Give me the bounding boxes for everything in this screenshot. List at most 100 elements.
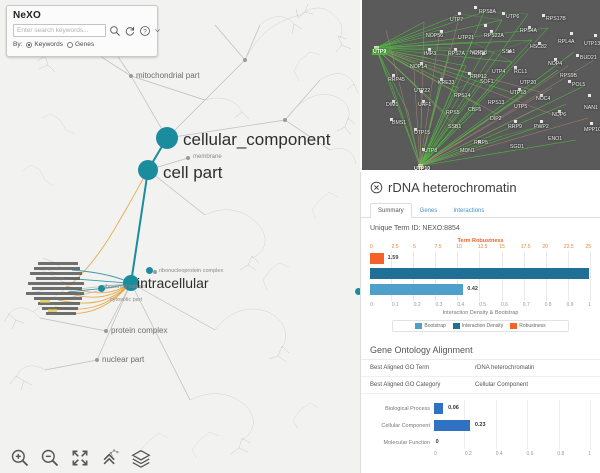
ontology-node[interactable] [129,74,133,78]
gene-node[interactable] [558,110,561,113]
gene-node[interactable] [482,52,485,55]
go-bar-biological-process[interactable] [434,403,444,414]
search-panel[interactable]: NeXO ? By: Keywords [6,5,161,57]
ontology-node[interactable] [95,358,99,362]
search-input[interactable] [13,24,106,37]
layers-icon[interactable] [130,447,152,469]
go-bar-cellular-component[interactable] [434,420,471,431]
panel-tabs: Summary Genes Interactions [361,202,600,218]
tab-genes[interactable]: Genes [419,208,438,214]
gene-node[interactable] [468,72,471,75]
ontology-node[interactable] [243,58,247,62]
chart-title-term-robustness: Term Robustness [457,238,504,244]
bar-bootstrap[interactable] [370,284,463,295]
gene-node[interactable] [502,12,505,15]
ontology-node-minor[interactable] [146,267,153,274]
ontology-node-intracellular[interactable] [123,275,139,291]
tick: 0.1 [391,302,399,308]
gene-node[interactable] [422,148,425,151]
gene-node[interactable] [576,54,579,57]
chart-legend: Bootstrap Interaction Density Robustness [392,320,569,332]
gene-node[interactable] [514,66,517,69]
gene-node[interactable] [390,118,393,121]
gene-node[interactable] [420,62,423,65]
row-best-aligned-go-term: Best Aligned GO Term rDNA heterochromati… [361,360,600,377]
gene-node-hub[interactable] [418,164,423,169]
ontology-node[interactable] [283,118,287,122]
go-row-molecular-function: Molecular Function 0 [370,434,591,451]
close-circle-icon[interactable] [370,181,383,194]
gene-node[interactable] [484,24,487,27]
bar-interaction-density[interactable] [370,268,589,279]
legend-swatch-robustness [510,323,518,329]
tick: 0 [434,451,437,457]
tick: 0.7 [522,302,530,308]
gene-node[interactable] [540,120,543,123]
fit-screen-icon[interactable] [70,448,90,468]
tab-interactions[interactable]: Interactions [453,208,485,214]
go-x-axis: 0 0.2 0.4 0.6 0.8 1 [434,451,591,457]
legend-swatch-interaction-density [452,323,460,329]
gene-node[interactable] [540,94,543,97]
ontology-node-cellular-component[interactable] [156,127,178,149]
ontology-node[interactable] [104,329,108,333]
robustness-plot: 1.59 0.42 [370,251,591,301]
gene-node[interactable] [440,30,443,33]
gene-node[interactable] [428,48,431,51]
gene-node[interactable] [508,50,511,53]
go-value-cellular-component: 0.23 [474,422,486,428]
gene-node[interactable] [422,100,425,103]
gene-node[interactable] [518,88,521,91]
gene-node[interactable] [474,6,477,9]
gene-node[interactable] [528,26,531,29]
legend-label: Robustness [519,323,546,329]
gene-node[interactable] [478,140,481,143]
key-best-aligned-go-term: Best Aligned GO Term [370,365,430,371]
gene-interaction-network[interactable]: UTP9 UTP10 UTP7 NOP56 UTP21 IMP3 RPS7A N… [360,0,600,172]
gene-node[interactable] [514,120,517,123]
tick: 10 [456,244,462,250]
gene-node[interactable] [554,58,557,61]
gene-node[interactable] [588,94,591,97]
ontology-node-minor[interactable] [98,285,105,292]
zoom-out-icon[interactable] [40,448,60,468]
ontology-tree-canvas[interactable]: cellular_component cell part intracellul… [0,0,360,473]
radio-genes[interactable]: Genes [66,41,94,48]
gene-node[interactable] [542,14,545,17]
zoom-in-icon[interactable] [10,448,30,468]
help-icon[interactable]: ? [139,25,151,37]
go-value-molecular-function: 0 [435,439,439,445]
gene-node[interactable] [490,30,493,33]
ontology-node-cell-part[interactable] [138,160,158,180]
tab-summary[interactable]: Summary [370,203,412,218]
bar-robustness[interactable] [370,253,385,264]
ontology-node[interactable] [153,270,157,274]
legend-item-robustness: Robustness [510,323,546,329]
gene-node[interactable] [570,32,573,35]
gene-node[interactable] [594,34,597,37]
ontology-edges [3,3,359,459]
search-icon[interactable] [109,25,121,37]
svg-text:?: ? [143,28,147,35]
radio-keywords[interactable]: Keywords [26,41,63,48]
gene-node[interactable] [568,80,571,83]
gene-node[interactable] [590,122,593,125]
gene-node[interactable] [458,12,461,15]
ontology-node[interactable] [186,156,190,160]
chevron-down-icon[interactable] [154,27,161,34]
page-title: rDNA heterochromatin [388,180,517,195]
collapse-icon[interactable] [100,448,120,468]
legend-item-bootstrap: Bootstrap [415,323,446,329]
go-track: 0 [434,434,591,451]
gene-node[interactable] [392,74,395,77]
gene-node[interactable] [420,90,423,93]
gene-node[interactable] [440,78,443,81]
gene-node[interactable] [414,128,417,131]
gene-node-hub[interactable] [374,46,379,51]
gene-node[interactable] [454,48,457,51]
ontology-node-minor[interactable] [355,288,360,295]
row-best-aligned-go-category: Best Aligned GO Category Cellular Compon… [361,377,600,394]
gene-node[interactable] [392,100,395,103]
gene-node[interactable] [538,42,541,45]
reset-icon[interactable] [124,25,136,37]
